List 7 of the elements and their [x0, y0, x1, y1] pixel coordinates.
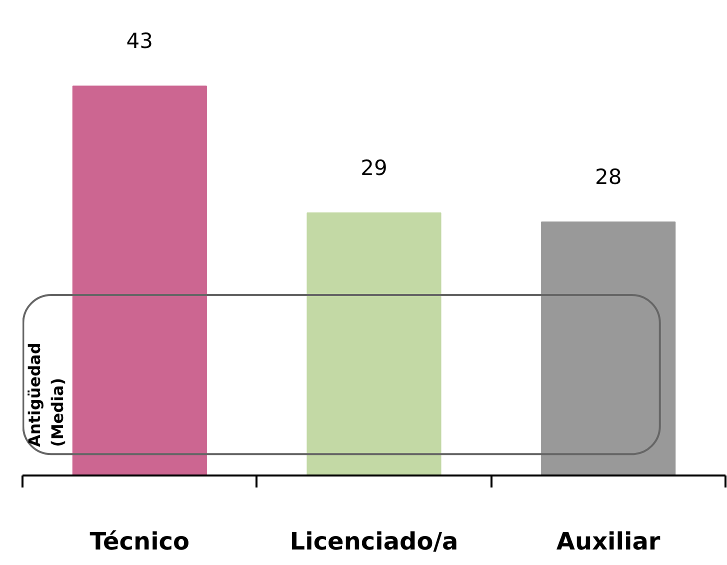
x-tick-label: Auxiliar: [556, 528, 660, 556]
x-tick-label: Técnico: [90, 528, 190, 556]
data-label: 43: [126, 29, 154, 54]
data-label: 29: [360, 156, 388, 180]
data-label: 28: [594, 164, 622, 189]
x-tick-label: Licenciado/a: [290, 528, 458, 556]
y-axis-title: Antigüedad (Media): [25, 342, 67, 447]
